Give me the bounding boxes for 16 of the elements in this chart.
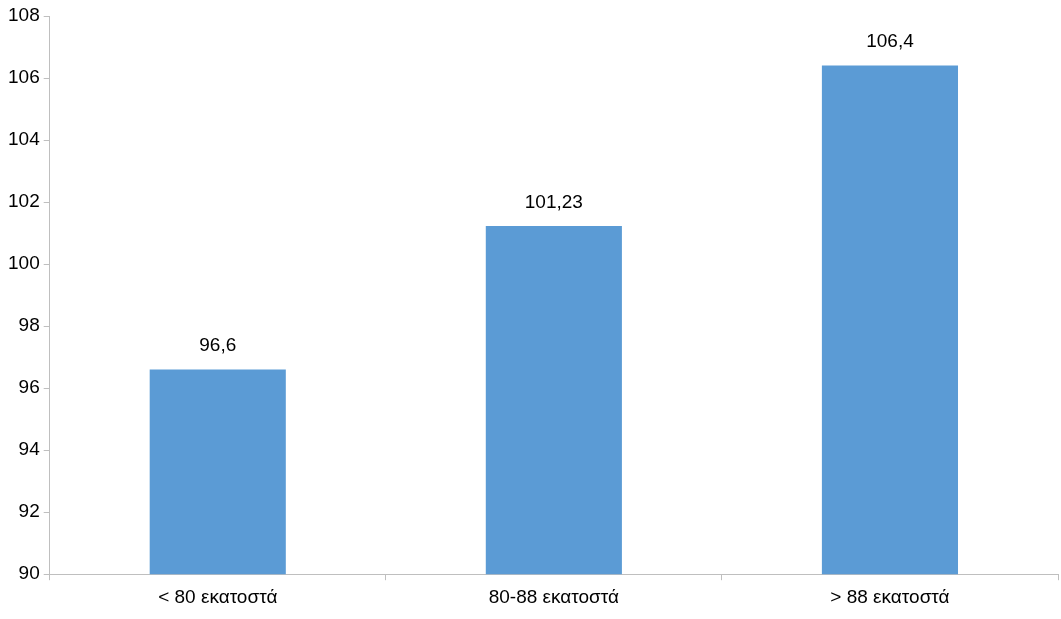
x-tick-label: > 88 εκατοστά xyxy=(830,585,950,607)
y-tick-label: 92 xyxy=(18,500,40,522)
y-tick-label: 96 xyxy=(18,376,40,398)
y-tick-label: 106 xyxy=(8,66,40,88)
data-label: 96,6 xyxy=(199,334,237,356)
y-tick-label: 90 xyxy=(18,562,40,584)
data-label: 106,4 xyxy=(866,30,915,52)
y-tick-label: 98 xyxy=(18,314,40,336)
y-tick-label: 108 xyxy=(8,4,40,26)
data-label: 101,23 xyxy=(524,190,583,212)
x-tick-label: 80-88 εκατοστά xyxy=(488,585,620,607)
y-tick-label: 100 xyxy=(8,252,40,274)
y-tick-label: 94 xyxy=(18,438,41,460)
y-tick-label: 102 xyxy=(8,190,40,212)
y-tick-label: 104 xyxy=(8,128,41,150)
x-tick-label: < 80 εκατοστά xyxy=(158,585,278,607)
